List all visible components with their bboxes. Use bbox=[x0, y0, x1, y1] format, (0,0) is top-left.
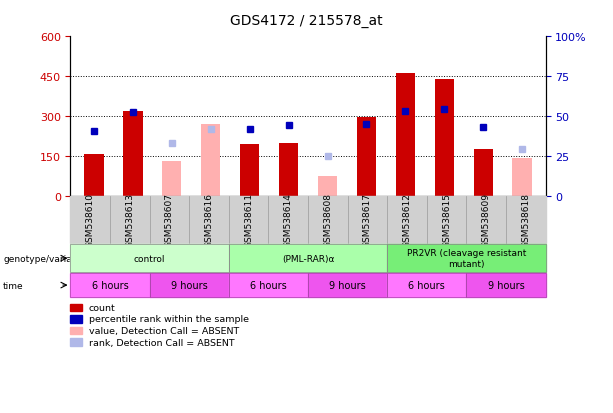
Text: time: time bbox=[3, 281, 24, 290]
Text: 9 hours: 9 hours bbox=[329, 280, 366, 290]
Bar bbox=[435, 80, 454, 196]
Text: 9 hours: 9 hours bbox=[171, 280, 208, 290]
Text: value, Detection Call = ABSENT: value, Detection Call = ABSENT bbox=[89, 326, 239, 335]
Text: GDS4172 / 215578_at: GDS4172 / 215578_at bbox=[230, 14, 383, 28]
Text: 9 hours: 9 hours bbox=[487, 280, 524, 290]
Text: GSM538608: GSM538608 bbox=[323, 192, 332, 247]
Bar bbox=[395, 74, 415, 196]
Text: GSM538612: GSM538612 bbox=[403, 192, 411, 247]
Text: control: control bbox=[134, 254, 166, 263]
Bar bbox=[201, 125, 221, 196]
Bar bbox=[279, 143, 299, 196]
Text: percentile rank within the sample: percentile rank within the sample bbox=[89, 315, 249, 324]
Text: 6 hours: 6 hours bbox=[408, 280, 445, 290]
Text: (PML-RAR)α: (PML-RAR)α bbox=[282, 254, 334, 263]
Text: GSM538610: GSM538610 bbox=[86, 192, 95, 247]
Bar bbox=[240, 145, 259, 196]
Bar bbox=[473, 150, 493, 196]
Text: GSM538617: GSM538617 bbox=[363, 192, 372, 247]
Text: GSM538609: GSM538609 bbox=[482, 192, 490, 247]
Bar bbox=[318, 176, 337, 196]
Text: GSM538618: GSM538618 bbox=[521, 192, 530, 247]
Bar bbox=[84, 155, 104, 196]
Bar bbox=[123, 112, 143, 196]
Text: 6 hours: 6 hours bbox=[250, 280, 287, 290]
Bar bbox=[512, 159, 532, 196]
Text: GSM538614: GSM538614 bbox=[284, 192, 293, 247]
Text: genotype/variation: genotype/variation bbox=[3, 254, 89, 263]
Text: GSM538611: GSM538611 bbox=[244, 192, 253, 247]
Text: GSM538615: GSM538615 bbox=[442, 192, 451, 247]
Text: PR2VR (cleavage resistant
mutant): PR2VR (cleavage resistant mutant) bbox=[406, 249, 526, 268]
Text: 6 hours: 6 hours bbox=[92, 280, 129, 290]
Text: rank, Detection Call = ABSENT: rank, Detection Call = ABSENT bbox=[89, 338, 235, 347]
Text: GSM538607: GSM538607 bbox=[165, 192, 174, 247]
Text: count: count bbox=[89, 303, 116, 312]
Text: GSM538616: GSM538616 bbox=[205, 192, 213, 247]
Bar bbox=[162, 162, 181, 196]
Text: GSM538613: GSM538613 bbox=[126, 192, 134, 247]
Bar bbox=[357, 118, 376, 196]
